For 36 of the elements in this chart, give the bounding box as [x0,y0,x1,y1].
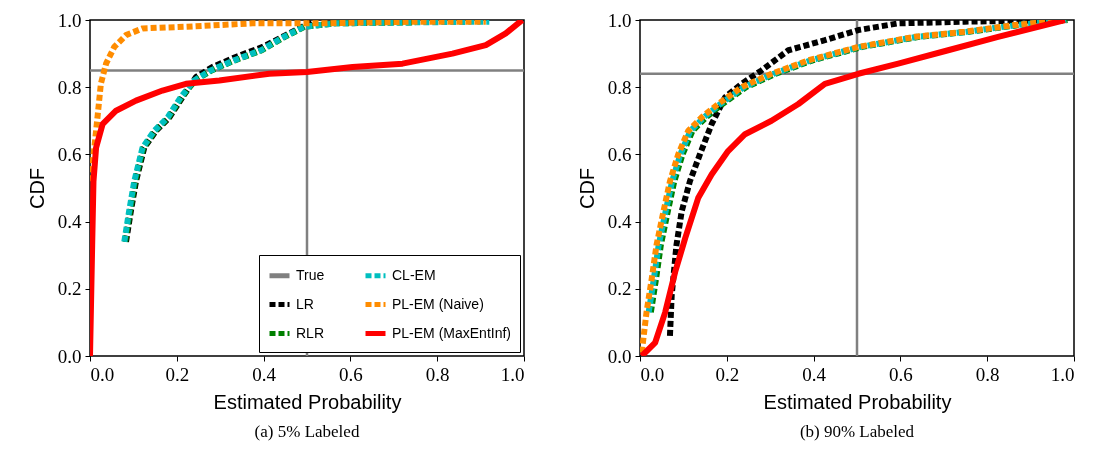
x-tick-label: 0.6 [339,363,363,385]
y-axis-title: CDF [25,167,48,210]
text: (b) 90% Labeled [799,422,915,441]
ref-line-label: True [296,266,325,283]
x-tick-label: 0.0 [640,363,665,385]
x-tick-label: 0.6 [889,363,913,385]
x-tick-label: 0.4 [802,363,827,385]
x-tick-label: 0.2 [165,363,190,385]
legend-label: RLR [296,324,325,341]
y-tick-label: 0.4 [57,211,82,233]
x-tick-label: 1.0 [1050,363,1075,385]
y-tick-label: 0.8 [607,76,632,98]
x-tick-label: 0.0 [90,363,115,385]
y-tick-label: 1.0 [607,9,632,31]
y-tick-label: 0.2 [607,278,632,300]
y-tick-label: 0.6 [607,143,632,165]
x-tick-label: 0.8 [975,363,1000,385]
legend-label: PL-EM (Naive) [392,295,484,312]
y-tick-label: 0.4 [607,211,632,233]
y-tick-label: 0.0 [607,345,632,367]
text: (a) 5% Labeled [254,422,360,441]
legend-label: PL-EM (MaxEntInf) [392,324,512,341]
x-tick-label: 1.0 [500,363,525,385]
x-axis-title: Estimated Probability [763,390,952,413]
y-tick-label: 0.8 [57,76,82,98]
y-tick-label: 0.0 [57,345,82,367]
legend-label: CL-EM [392,266,436,283]
y-axis-title: CDF [575,167,598,210]
y-tick-label: 0.6 [57,143,82,165]
x-axis-title: Estimated Probability [213,390,402,413]
x-tick-label: 0.4 [252,363,277,385]
x-tick-label: 0.2 [715,363,740,385]
legend-label: LR [296,295,314,312]
y-tick-label: 1.0 [57,9,82,31]
x-tick-label: 0.8 [425,363,450,385]
y-tick-label: 0.2 [57,278,82,300]
